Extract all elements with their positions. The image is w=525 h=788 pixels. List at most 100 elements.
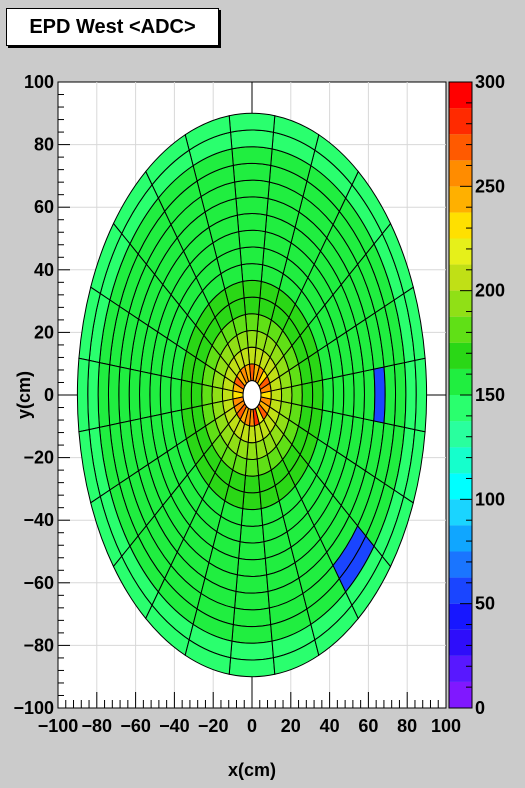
detector-tile <box>362 368 376 422</box>
palette-bin <box>449 603 472 630</box>
x-axis-label: x(cm) <box>228 760 276 780</box>
y-axis-label: y(cm) <box>14 371 34 419</box>
detector-tile <box>149 372 162 418</box>
detector-tile <box>414 357 428 433</box>
detector-tile <box>180 379 193 411</box>
palette-bin <box>449 681 472 708</box>
palette-tick-label: 150 <box>475 385 505 405</box>
detector-tile <box>97 361 111 429</box>
palette-bin <box>449 525 472 552</box>
x-tick-label: 100 <box>431 716 461 736</box>
detector-tile <box>231 146 273 167</box>
y-tick-label: 60 <box>34 197 54 217</box>
x-tick-label: 80 <box>397 716 417 736</box>
detector-tile <box>239 524 265 544</box>
detector-tile <box>234 590 270 611</box>
detector-tile <box>238 541 266 561</box>
beam-hole <box>242 380 262 410</box>
detector-tile <box>234 179 270 200</box>
detector-tile <box>244 458 260 477</box>
y-tick-label: −20 <box>23 448 54 468</box>
detector-tile <box>373 366 386 424</box>
detector-tile <box>159 375 172 415</box>
x-tick-label: −60 <box>120 716 151 736</box>
detector-tile <box>238 229 266 249</box>
detector-tile <box>190 381 203 409</box>
detector-tile <box>230 129 274 150</box>
detector-tile <box>242 491 262 511</box>
detector-tile <box>383 364 396 426</box>
y-tick-label: 100 <box>24 72 54 92</box>
palette-bin <box>449 160 472 187</box>
detector-tile <box>232 162 272 183</box>
palette-bin <box>449 421 472 448</box>
palette-bin <box>449 368 472 395</box>
y-tick-label: −40 <box>23 510 54 530</box>
x-tick-label: −80 <box>82 716 113 736</box>
detector-tile <box>211 385 224 405</box>
y-tick-label: 0 <box>44 385 54 405</box>
detector-tiles <box>76 112 428 678</box>
y-tick-label: 80 <box>34 135 54 155</box>
detector-tile <box>236 213 268 233</box>
palette-bin <box>449 238 472 265</box>
detector-tile <box>228 112 276 133</box>
detector-tile <box>291 383 303 407</box>
detector-tile <box>228 657 276 678</box>
y-tick-label: −100 <box>13 698 54 718</box>
detector-tile <box>332 375 345 415</box>
detector-tile <box>201 383 213 407</box>
detector-tile <box>87 359 100 431</box>
detector-tile <box>311 379 324 411</box>
detector-tile <box>240 508 264 527</box>
detector-tile <box>232 607 272 628</box>
detector-tile <box>393 361 407 429</box>
palette-bin <box>449 108 472 135</box>
detector-tile <box>321 377 334 413</box>
y-tick-label: −60 <box>23 573 54 593</box>
palette-bin <box>449 212 472 239</box>
x-tick-label: 40 <box>320 716 340 736</box>
detector-tile <box>170 377 183 413</box>
detector-tile <box>244 313 260 332</box>
detector-tile <box>108 364 121 426</box>
x-tick-label: −100 <box>38 716 79 736</box>
detector-tile <box>240 263 264 282</box>
detector-tile <box>342 372 355 418</box>
palette-tick-label: 250 <box>475 176 505 196</box>
palette-tick-label: 200 <box>475 281 505 301</box>
detector-tile <box>235 196 269 216</box>
detector-tile <box>128 368 142 422</box>
y-tick-label: 20 <box>34 322 54 342</box>
x-tick-label: 60 <box>358 716 378 736</box>
palette-bin <box>449 499 472 526</box>
palette-tick-label: 0 <box>475 698 485 718</box>
detector-tile <box>235 574 269 594</box>
palette-tick-label: 50 <box>475 594 495 614</box>
axes: −100 −80 −60 −40 −20 0 20 40 60 80 100100806040200… <box>13 72 461 736</box>
detector-tile <box>280 385 293 405</box>
palette-bin <box>449 577 472 604</box>
palette-bin <box>449 264 472 291</box>
x-tick-label: 20 <box>281 716 301 736</box>
x-tick-label: −20 <box>198 716 229 736</box>
detector-tile <box>352 370 365 420</box>
detector-tile <box>231 623 273 644</box>
palette-bin <box>449 655 472 682</box>
palette-bin <box>449 473 472 500</box>
palette-bin <box>449 395 472 422</box>
detector-tile <box>243 474 261 494</box>
y-tick-label: 40 <box>34 260 54 280</box>
chart-title: EPD West <ADC> <box>6 8 219 46</box>
palette-bin <box>449 342 472 369</box>
y-tick-label: −80 <box>23 635 54 655</box>
detector-tile <box>118 366 131 424</box>
color-palette: 0 50 100 150 200 250 300 <box>448 72 505 718</box>
detector-tile <box>230 640 274 661</box>
palette-tick-label: 100 <box>475 489 505 509</box>
detector-tile <box>404 359 417 431</box>
palette-bin <box>449 447 472 474</box>
x-tick-label: −40 <box>159 716 190 736</box>
palette-tick-label: 300 <box>475 72 505 92</box>
